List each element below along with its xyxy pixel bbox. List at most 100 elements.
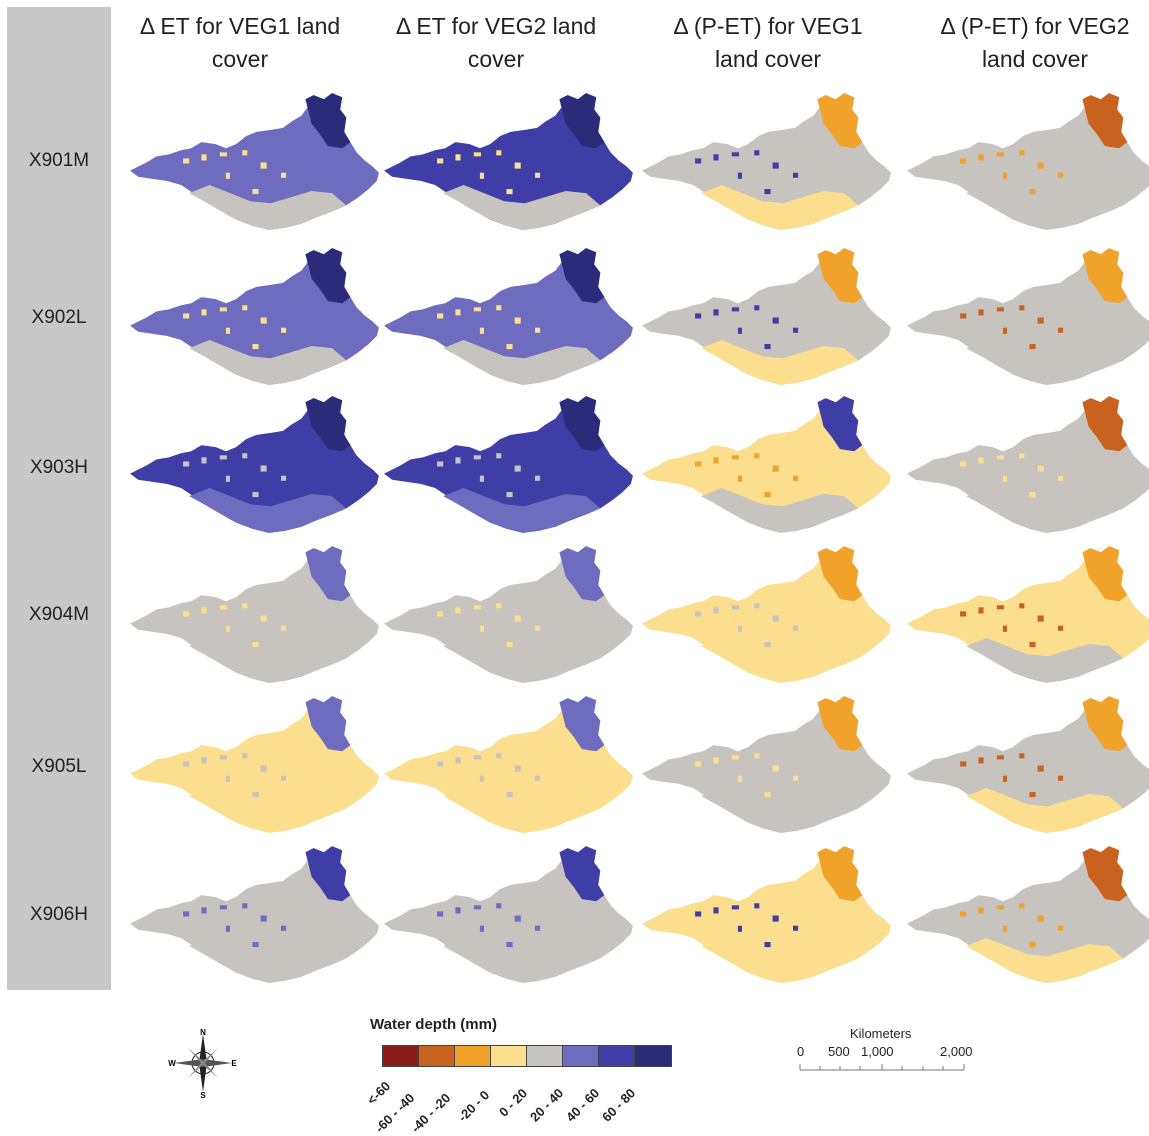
region-patch	[496, 150, 502, 156]
region-south	[443, 637, 601, 683]
map-svg	[642, 396, 891, 533]
region-patch	[978, 607, 984, 614]
map-svg	[384, 696, 633, 833]
region-patch	[455, 607, 461, 614]
region-northeast	[1082, 696, 1128, 752]
region-patch	[737, 775, 742, 782]
region-patch	[183, 911, 190, 917]
region-patch	[496, 603, 502, 609]
region-patch	[260, 162, 267, 169]
region-patch	[437, 158, 444, 164]
map-x904m-col4	[905, 538, 1149, 693]
region-patch	[1029, 942, 1036, 948]
region-patch	[506, 189, 513, 195]
region-patch	[764, 344, 771, 350]
map-svg	[130, 396, 379, 533]
region-northeast	[1082, 93, 1128, 149]
region-patch	[535, 775, 541, 781]
map-svg	[384, 248, 633, 385]
region-patch	[1058, 925, 1064, 931]
region-patch	[764, 942, 771, 948]
map-x901m-col1	[128, 85, 383, 240]
region-patch	[506, 642, 513, 648]
scalebar-label-3: 1,000	[861, 1044, 894, 1059]
region-patch	[978, 907, 984, 914]
compass-rose-icon: N S E W	[168, 1028, 238, 1103]
region-patch	[506, 942, 513, 948]
region-patch	[506, 344, 513, 350]
scalebar-title: Kilometers	[850, 1026, 912, 1041]
region-patch	[260, 765, 267, 772]
region-patch	[1002, 475, 1007, 482]
region-patch	[473, 455, 481, 460]
region-patch	[793, 625, 799, 631]
region-northeast	[1082, 248, 1128, 304]
region-patch	[996, 307, 1004, 312]
region-patch	[713, 607, 719, 614]
legend-swatch-1	[383, 1046, 419, 1066]
region-patch	[242, 150, 248, 156]
region-patch	[514, 915, 521, 922]
region-south	[701, 487, 859, 533]
region-patch	[252, 189, 259, 195]
region-patch	[201, 309, 207, 316]
region-patch	[225, 625, 230, 632]
compass-s: S	[200, 1091, 206, 1098]
row-label-x905l: X905L	[31, 756, 87, 777]
legend-title: Water depth (mm)	[370, 1016, 497, 1033]
region-patch	[960, 158, 967, 164]
region-patch	[514, 615, 521, 622]
region-patch	[978, 309, 984, 316]
region-patch	[1037, 765, 1044, 772]
region-patch	[219, 755, 227, 760]
region-south	[966, 937, 1124, 983]
map-x905l-col3	[640, 688, 895, 843]
map-svg	[130, 846, 379, 983]
legend-swatch-3	[455, 1046, 491, 1066]
region-south	[189, 487, 347, 533]
scalebar-label-4: 2,000	[940, 1044, 973, 1059]
region-patch	[535, 475, 541, 481]
region-patch	[1029, 642, 1036, 648]
region-patch	[201, 757, 207, 764]
map-x903h-col3	[640, 388, 895, 543]
region-patch	[695, 911, 702, 917]
region-patch	[281, 925, 287, 931]
region-patch	[183, 611, 190, 617]
map-svg	[384, 546, 633, 683]
region-south	[189, 184, 347, 230]
region-patch	[183, 461, 190, 467]
region-south	[701, 184, 859, 230]
map-svg	[130, 546, 379, 683]
region-northeast	[559, 696, 605, 752]
map-x906h-col1	[128, 838, 383, 993]
compass-n: N	[200, 1028, 206, 1037]
region-patch	[242, 603, 248, 609]
region-south	[189, 637, 347, 683]
column-header-line1: Δ ET for VEG2 land	[395, 13, 597, 39]
region-patch	[793, 775, 799, 781]
region-south	[189, 787, 347, 833]
legend-label-8: 60 - 80	[598, 1085, 639, 1125]
region-patch	[1002, 775, 1007, 782]
map-svg	[907, 546, 1149, 683]
column-header-3: Δ (P-ET) for VEG1 land cover	[638, 10, 898, 76]
region-patch	[764, 792, 771, 798]
region-patch	[225, 172, 230, 179]
region-patch	[731, 605, 739, 610]
map-svg	[642, 248, 891, 385]
region-patch	[455, 309, 461, 316]
region-northeast	[559, 396, 605, 452]
legend-label-5: 0 - 20	[496, 1085, 531, 1120]
region-patch	[1019, 753, 1025, 759]
scalebar-label-1: 0	[797, 1044, 805, 1059]
legend-swatch-2	[419, 1046, 455, 1066]
region-patch	[1029, 344, 1036, 350]
region-patch	[479, 925, 484, 932]
region-south	[701, 637, 859, 683]
map-x905l-col4	[905, 688, 1149, 843]
region-patch	[754, 753, 760, 759]
region-patch	[437, 611, 444, 617]
region-patch	[960, 611, 967, 617]
region-patch	[473, 307, 481, 312]
